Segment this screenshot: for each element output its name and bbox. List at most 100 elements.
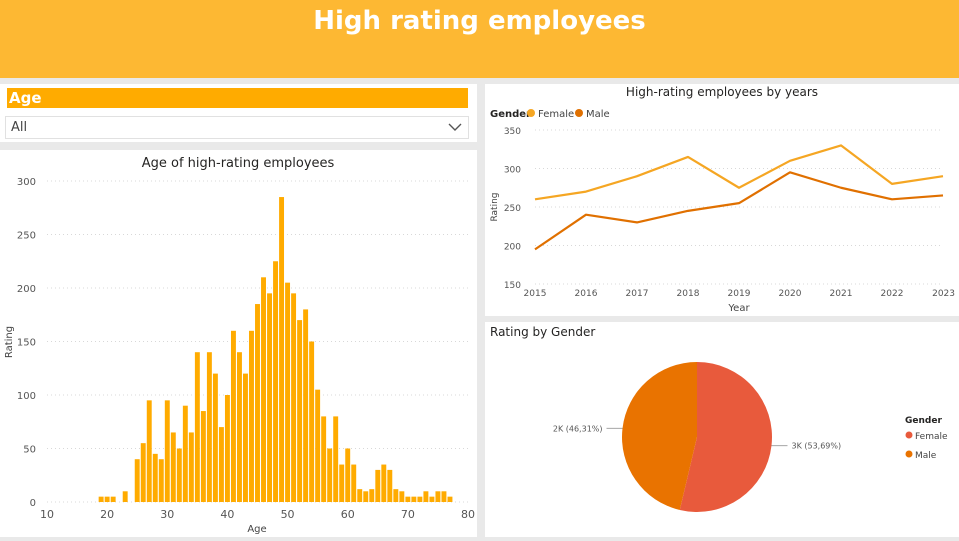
years-line-chart: High-rating employees by years Gender Fema… [490, 85, 955, 314]
legend-marker [905, 450, 913, 458]
histogram-bar [230, 330, 236, 502]
histogram-bar [291, 293, 297, 502]
y-tick-label: 300 [17, 177, 36, 188]
histogram-bar [200, 411, 206, 502]
header-banner: High rating employees [0, 0, 959, 78]
legend-marker [575, 109, 583, 117]
histogram-bar [399, 491, 405, 502]
x-tick-label: 2021 [830, 289, 853, 299]
histogram-bar [423, 491, 429, 502]
y-tick-label: 50 [23, 445, 36, 456]
gender-chart-panel: Rating by Gender 3K (53,69%) 2K (46,31%) Ge… [485, 322, 959, 537]
y-tick-label: 350 [504, 127, 521, 137]
histogram-bar [285, 282, 291, 502]
histogram-bar [333, 416, 339, 502]
histogram-bar [357, 489, 363, 502]
histogram-bar [164, 400, 170, 502]
histogram-bar [327, 448, 333, 502]
histogram-bar [381, 464, 387, 502]
histogram-bar [140, 443, 146, 502]
y-tick-label: 250 [17, 231, 36, 242]
histogram-bar [297, 320, 303, 502]
legend-marker [527, 109, 535, 117]
histogram-bar [152, 453, 158, 502]
x-tick-label: 2018 [677, 289, 700, 299]
histogram-bar [261, 277, 266, 502]
y-axis-label: Rating [4, 326, 15, 358]
x-tick-label: 50 [281, 508, 295, 521]
x-tick-label: 60 [341, 508, 355, 521]
x-tick-label: 2015 [524, 289, 547, 299]
gender-pie-chart: Rating by Gender 3K (53,69%) 2K (46,31%) Ge… [490, 325, 948, 512]
histogram-bar [273, 261, 279, 502]
histogram-bar [218, 427, 224, 502]
histogram-bar [339, 464, 345, 502]
histogram-bar [267, 293, 272, 502]
chevron-down-icon[interactable] [448, 122, 462, 132]
histogram-bar [170, 432, 176, 502]
chart-title: Rating by Gender [490, 325, 595, 339]
histogram-bar [249, 330, 254, 502]
legend-title: Gender [905, 416, 942, 426]
histogram-bar [309, 341, 315, 502]
x-tick-label: 70 [401, 508, 415, 521]
histogram-bar [236, 352, 242, 502]
histogram-bar [387, 469, 393, 502]
histogram-bar [176, 448, 182, 502]
x-tick-label: 10 [40, 508, 54, 521]
slicer-title: Age [7, 88, 468, 108]
legend-label: Male [915, 451, 937, 461]
histogram-bar [411, 496, 417, 502]
y-tick-label: 200 [17, 284, 36, 295]
x-tick-label: 30 [160, 508, 174, 521]
histogram-bar [321, 416, 327, 502]
y-tick-label: 150 [17, 338, 36, 349]
histogram-bar [104, 496, 110, 502]
y-tick-label: 250 [504, 204, 521, 214]
y-tick-label: 100 [17, 391, 36, 402]
page-title: High rating employees [313, 6, 646, 36]
chart-title: Age of high-rating employees [142, 156, 335, 171]
age-dropdown[interactable]: All [5, 116, 469, 139]
histogram-bar [375, 469, 381, 502]
histogram-bar [188, 432, 194, 502]
years-chart-panel: High-rating employees by years Gender Fema… [485, 84, 959, 316]
x-tick-label: 2019 [728, 289, 751, 299]
histogram-bar [122, 491, 128, 502]
histogram-bar [182, 405, 188, 502]
y-tick-label: 150 [504, 281, 521, 291]
histogram-bar [98, 496, 104, 502]
x-axis-label: Age [247, 524, 266, 535]
histogram-bar [441, 491, 447, 502]
histogram-bar [435, 491, 441, 502]
histogram-bar [194, 352, 200, 502]
histogram-bar [417, 496, 423, 502]
histogram-bar [110, 496, 116, 502]
age-histogram: Age of high-rating employees 0 50 100 150 200… [4, 156, 475, 535]
histogram-bar [224, 395, 230, 502]
legend-title: Gender [490, 109, 531, 120]
legend-marker [905, 431, 913, 439]
histogram-bar [345, 448, 351, 502]
histogram-bar [363, 491, 369, 502]
data-label: 3K (53,69%) [791, 442, 841, 451]
histogram-bar [393, 489, 399, 502]
x-tick-label: 2016 [575, 289, 598, 299]
x-axis-label: Year [727, 303, 750, 314]
histogram-bar [429, 496, 435, 502]
histogram-bar [369, 489, 375, 502]
dropdown-value: All [11, 120, 28, 135]
x-tick-label: 2020 [779, 289, 802, 299]
histogram-bar [405, 496, 411, 502]
y-tick-label: 200 [504, 243, 521, 253]
legend-label: Female [915, 432, 948, 442]
y-tick-label: 0 [30, 498, 36, 509]
y-tick-label: 300 [504, 166, 521, 176]
x-tick-label: 2023 [932, 289, 955, 299]
histogram-bar [243, 373, 248, 502]
x-tick-label: 2017 [626, 289, 649, 299]
histogram-bar [447, 496, 453, 502]
histogram-bar [303, 309, 309, 502]
data-label: 2K (46,31%) [553, 424, 603, 433]
histogram-bar [158, 459, 164, 502]
